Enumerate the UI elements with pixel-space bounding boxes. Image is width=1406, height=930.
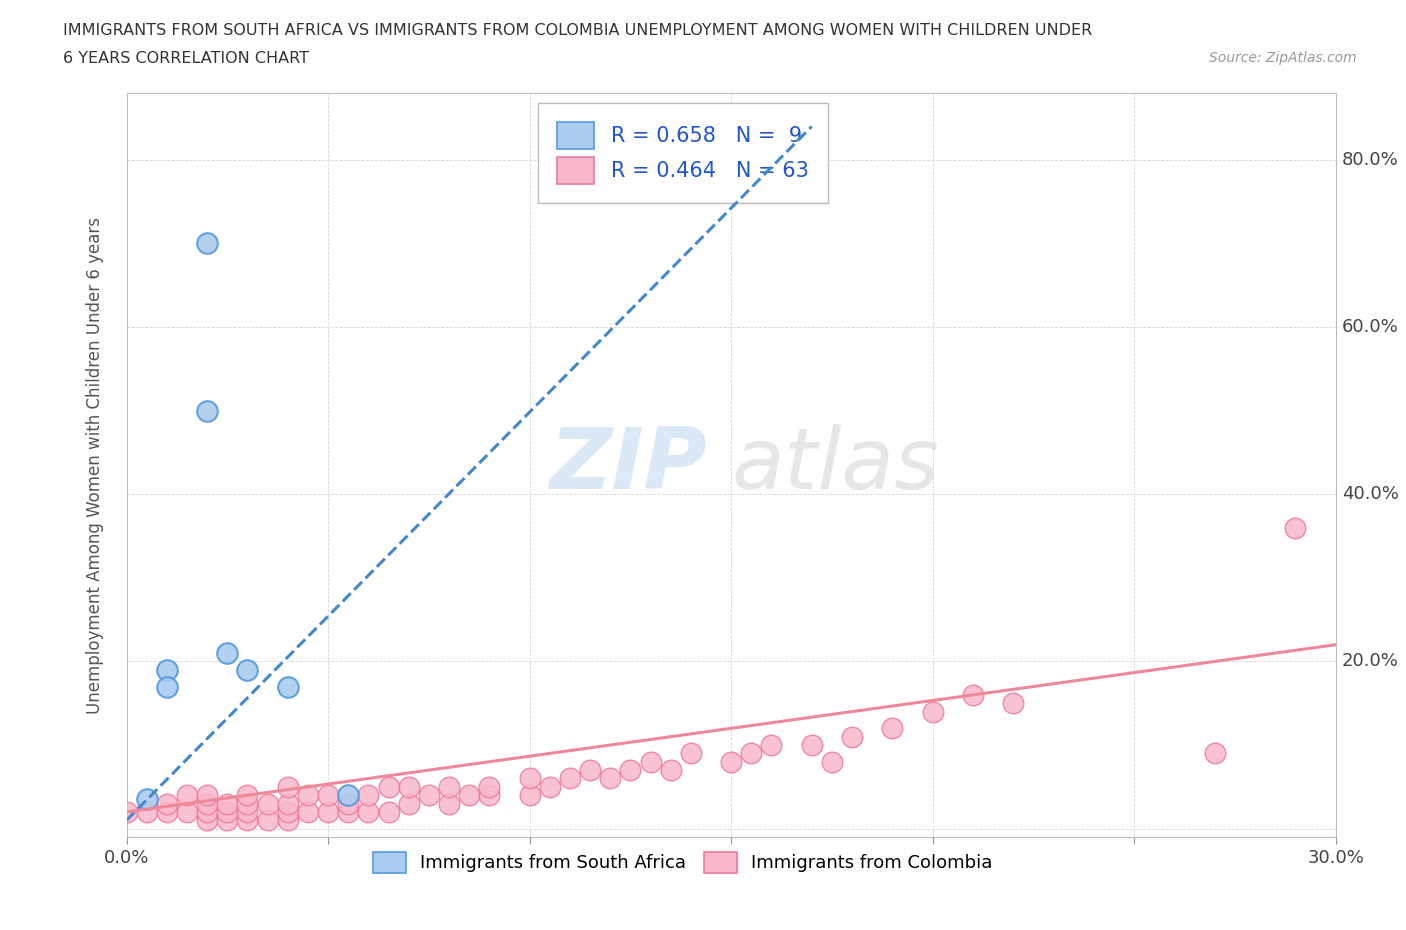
Text: Source: ZipAtlas.com: Source: ZipAtlas.com — [1209, 51, 1357, 65]
Point — [195, 788, 218, 803]
Text: 80.0%: 80.0% — [1341, 151, 1399, 169]
Point — [558, 771, 581, 786]
Point — [195, 236, 218, 251]
Point — [538, 779, 561, 794]
Point — [256, 796, 278, 811]
Point — [882, 721, 904, 736]
Point — [1002, 696, 1025, 711]
Point — [437, 779, 460, 794]
Point — [176, 804, 198, 819]
Point — [921, 704, 943, 719]
Point — [156, 662, 179, 677]
Point — [458, 788, 481, 803]
Point — [156, 679, 179, 694]
Point — [599, 771, 621, 786]
Point — [357, 788, 380, 803]
Point — [841, 729, 863, 744]
Point — [115, 804, 138, 819]
Point — [277, 813, 299, 828]
Point — [418, 788, 440, 803]
Point — [135, 804, 157, 819]
Point — [478, 788, 501, 803]
Text: IMMIGRANTS FROM SOUTH AFRICA VS IMMIGRANTS FROM COLOMBIA UNEMPLOYMENT AMONG WOME: IMMIGRANTS FROM SOUTH AFRICA VS IMMIGRAN… — [63, 23, 1092, 38]
Point — [277, 796, 299, 811]
Text: 60.0%: 60.0% — [1341, 318, 1399, 336]
Point — [316, 788, 339, 803]
Text: atlas: atlas — [731, 423, 939, 507]
Text: ZIP: ZIP — [550, 423, 707, 507]
Point — [377, 804, 399, 819]
Point — [236, 813, 259, 828]
Text: 40.0%: 40.0% — [1341, 485, 1399, 503]
Point — [217, 645, 239, 660]
Point — [337, 796, 360, 811]
Point — [337, 804, 360, 819]
Point — [519, 788, 541, 803]
Point — [217, 813, 239, 828]
Point — [195, 796, 218, 811]
Text: 6 YEARS CORRELATION CHART: 6 YEARS CORRELATION CHART — [63, 51, 309, 66]
Point — [579, 763, 602, 777]
Point — [195, 804, 218, 819]
Point — [478, 779, 501, 794]
Point — [821, 754, 844, 769]
Point — [800, 737, 823, 752]
Text: 20.0%: 20.0% — [1341, 653, 1399, 671]
Point — [1284, 520, 1306, 535]
Point — [316, 804, 339, 819]
Point — [277, 679, 299, 694]
Point — [277, 779, 299, 794]
Point — [256, 813, 278, 828]
Point — [437, 796, 460, 811]
Point — [679, 746, 702, 761]
Point — [135, 792, 157, 807]
Point — [236, 662, 259, 677]
Point — [156, 804, 179, 819]
Point — [398, 779, 420, 794]
Point — [217, 796, 239, 811]
Point — [297, 788, 319, 803]
Point — [337, 788, 360, 803]
Point — [740, 746, 762, 761]
Point — [659, 763, 682, 777]
Y-axis label: Unemployment Among Women with Children Under 6 years: Unemployment Among Women with Children U… — [86, 217, 104, 713]
Point — [156, 796, 179, 811]
Legend: Immigrants from South Africa, Immigrants from Colombia: Immigrants from South Africa, Immigrants… — [364, 843, 1001, 882]
Point — [640, 754, 662, 769]
Point — [962, 687, 984, 702]
Point — [236, 796, 259, 811]
Point — [761, 737, 783, 752]
Point — [377, 779, 399, 794]
Point — [236, 788, 259, 803]
Point — [195, 813, 218, 828]
Point — [519, 771, 541, 786]
Point — [357, 804, 380, 819]
Point — [277, 804, 299, 819]
Point — [720, 754, 742, 769]
Point — [398, 796, 420, 811]
Point — [619, 763, 641, 777]
Point — [195, 404, 218, 418]
Point — [297, 804, 319, 819]
Point — [1204, 746, 1226, 761]
Point — [236, 804, 259, 819]
Point — [217, 804, 239, 819]
Point — [176, 788, 198, 803]
